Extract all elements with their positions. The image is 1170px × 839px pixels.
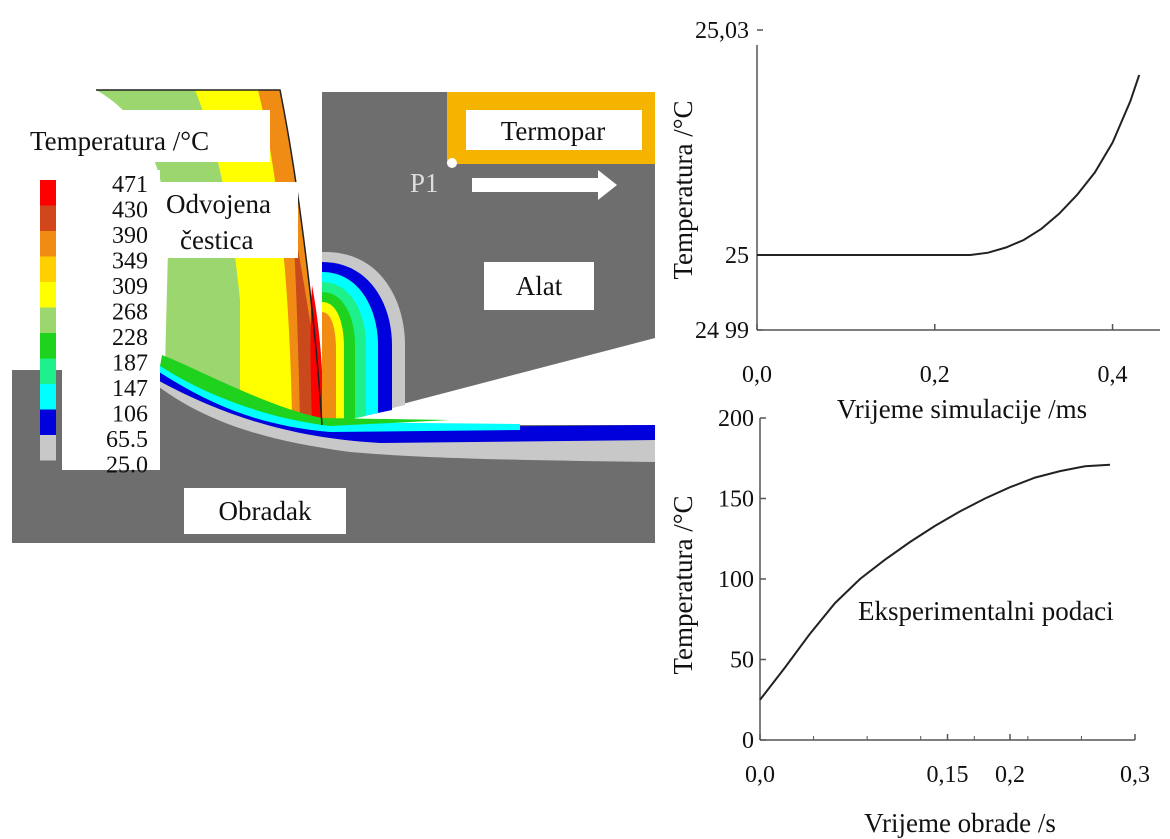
chart-simulation: 24 99 25 25,03 0,0 0,2 0,4 Temperatura /°C Vr… — [668, 18, 1160, 424]
chart1-ylabel: Temperatura /°C — [668, 100, 698, 279]
x-tick-label: 0,2 — [995, 762, 1025, 788]
y-tick-label: 100 — [718, 567, 754, 593]
legend-swatch — [40, 256, 56, 282]
surface-band-green — [160, 355, 450, 426]
tool-band-orange — [322, 312, 336, 425]
chip-label-line1: Odvojena — [166, 189, 271, 219]
chart2-series-line — [759, 463, 1111, 701]
legend-value-label: 471 — [112, 172, 148, 198]
y-tick-label: 150 — [718, 487, 754, 513]
simulation-panel: Temperatura /°C 471430390349309268228187… — [12, 89, 655, 543]
thermocouple-label-box — [466, 110, 642, 150]
point-p1-marker — [447, 158, 457, 168]
legend-value-label: 430 — [112, 198, 148, 224]
direction-arrow-icon — [472, 170, 617, 200]
chart1-ticks: 24 99 25 25,03 0,0 0,2 0,4 — [695, 18, 1128, 388]
legend-color-bar — [40, 180, 56, 461]
legend-swatch — [40, 384, 56, 410]
chart2-annotation: Eksperimentalni podaci — [858, 596, 1114, 626]
tool-label: Alat — [516, 271, 563, 301]
y-tick-label: 25 — [725, 243, 749, 269]
x-tick-label: 0,3 — [1120, 762, 1150, 788]
chart-experimental: 0 50 100 150 200 0,0 0,15 0,2 0,3 Temperatura /°… — [668, 406, 1150, 838]
legend-swatch — [40, 333, 56, 359]
chart1-series-line — [757, 74, 1141, 256]
legend-swatch — [40, 409, 56, 435]
y-tick-label: 0 — [742, 728, 754, 754]
chip-outline — [96, 89, 323, 426]
chart2-ylabel: Temperatura /°C — [668, 495, 698, 674]
workpiece-label: Obradak — [219, 496, 312, 526]
chip-label-box — [160, 182, 298, 258]
legend-value-label: 106 — [112, 402, 148, 428]
tool-label-box — [484, 262, 594, 310]
legend-title: Temperatura /°C — [30, 126, 209, 156]
x-tick-label: 0,2 — [920, 362, 950, 388]
tool-body — [322, 92, 655, 425]
x-tick-label: 0,4 — [1098, 362, 1128, 388]
legend-value-label: 25.0 — [106, 453, 148, 479]
legend-values-box — [62, 170, 160, 470]
point-p1-label: P1 — [410, 168, 439, 198]
chart2-xlabel: Vrijeme obrade /s — [864, 808, 1056, 838]
legend-value-label: 390 — [112, 223, 148, 249]
workpiece-body — [12, 370, 655, 543]
y-tick-label: 24 99 — [695, 318, 749, 344]
chip-label-line2: čestica — [180, 225, 253, 255]
y-tick-label: 50 — [730, 648, 754, 674]
legend-swatch — [40, 358, 56, 384]
legend-swatch — [40, 231, 56, 257]
legend-swatch — [40, 282, 56, 308]
x-tick-label: 0,0 — [742, 362, 772, 388]
legend-value-label: 147 — [112, 376, 148, 402]
x-tick-label: 0,0 — [745, 762, 775, 788]
legend-value-label: 65.5 — [106, 427, 148, 453]
y-tick-label: 25,03 — [695, 18, 749, 44]
legend-title-box — [28, 110, 270, 162]
legend-swatch — [40, 205, 56, 231]
chart2-ticks: 0 50 100 150 200 0,0 0,15 0,2 0,3 — [718, 406, 1150, 788]
legend-swatch — [40, 435, 56, 461]
legend-swatch — [40, 180, 56, 206]
legend-value-label: 228 — [112, 325, 148, 351]
surface-band-cyan — [156, 364, 520, 432]
thermocouple-label: Termopar — [501, 116, 606, 146]
x-tick-label: 0,15 — [927, 762, 969, 788]
legend-value-label: 349 — [112, 249, 148, 275]
workpiece-label-box — [184, 488, 346, 534]
surface-band-blue — [150, 368, 655, 443]
legend-value-label: 309 — [112, 274, 148, 300]
legend-value-label: 187 — [112, 351, 148, 377]
legend-value-label: 268 — [112, 300, 148, 326]
chart1-xlabel: Vrijeme simulacije /ms — [837, 394, 1087, 424]
y-tick-label: 200 — [718, 406, 754, 432]
legend-swatch — [40, 307, 56, 333]
